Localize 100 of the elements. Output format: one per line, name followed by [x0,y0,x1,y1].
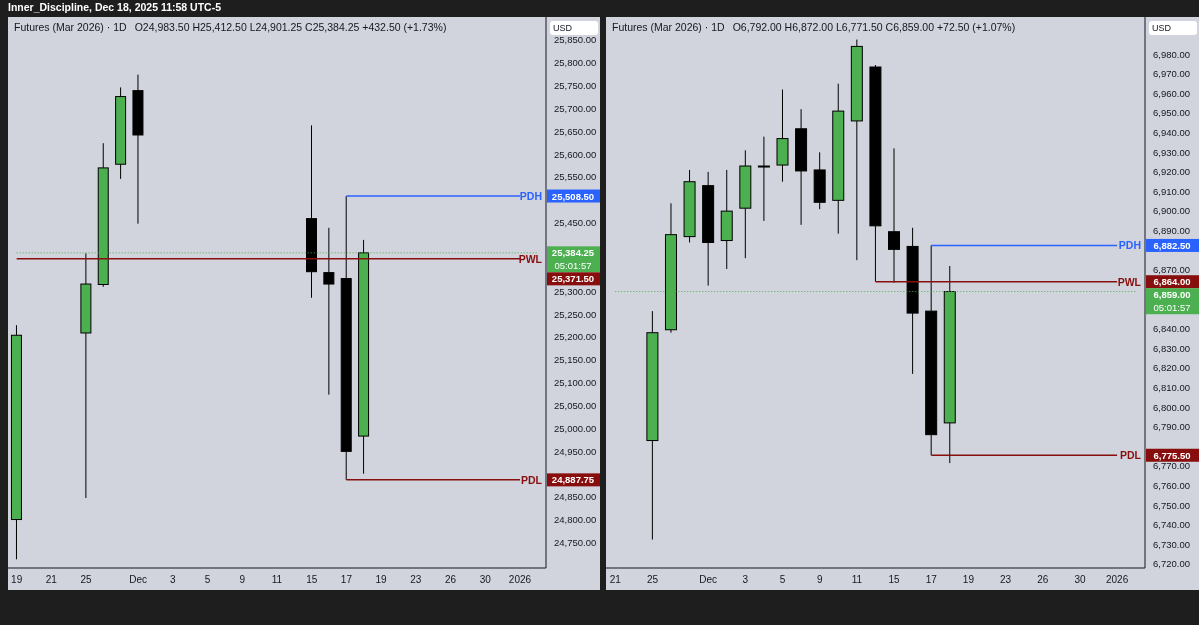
x-tick-label: 21 [609,574,622,586]
y-tick-label: 6,840.00 [1153,323,1190,335]
x-tick-label: 30 [1074,574,1086,586]
y-tick-label: 24,750.00 [554,537,597,549]
x-tick-label: 15 [888,574,901,586]
x-tick-label: 3 [170,574,177,586]
y-tick-label: 25,000.00 [554,422,597,434]
candlestick [132,74,144,225]
y-tick-label: 25,050.00 [554,400,597,412]
y-tick-label: 24,850.00 [554,491,597,503]
ref-line-label: PWL [1117,275,1142,288]
x-tick-label: 11 [271,574,283,586]
y-tick-label: 6,940.00 [1153,127,1190,139]
ref-line-label: PDL [521,473,543,486]
y-tick-label: 6,950.00 [1153,107,1190,119]
y-tick-label: 25,800.00 [554,57,597,69]
y-tick-label: 25,550.00 [554,171,597,183]
y-tick-label: 6,800.00 [1153,401,1190,413]
y-tick-label: 6,810.00 [1153,381,1190,393]
x-tick-label: 5 [204,574,211,586]
text: 25,371.50 [551,273,595,285]
candlestick [340,195,352,481]
x-tick-label: 26 [444,574,457,586]
candlestick [925,244,938,456]
text: 6,882.50 [1153,239,1191,251]
chart-title: Futures (Mar 2026) · 1D [14,21,127,33]
y-tick-label: 24,950.00 [554,445,597,457]
y-tick-label: 6,770.00 [1153,460,1190,472]
y-tick-label: 6,740.00 [1153,519,1190,531]
candlestick [702,171,715,287]
text: 25,508.50 [551,190,595,202]
x-tick-label: 25 [80,574,93,586]
y-tick-label: 25,850.00 [554,34,597,46]
x-tick-label: 2026 [1106,574,1129,586]
candlestick [306,124,317,299]
y-tick-label: 6,930.00 [1153,146,1190,158]
ref-line-label: PWL [518,252,543,265]
x-tick-label: Dec [129,574,148,586]
y-tick-label: 25,150.00 [554,354,597,366]
chart-subtitle: O6,792.00 H6,872.00 L6,771.50 C6,859.00 +72.50 (+1.07%) [732,21,1016,33]
y-tick-label: 25,650.00 [554,125,597,137]
candlestick [795,108,808,226]
y-tick-label: 6,830.00 [1153,342,1190,354]
text: 24,887.75 [551,474,595,486]
x-tick-label: 19 [375,574,388,586]
y-tick-label: 6,920.00 [1153,166,1190,178]
x-tick-label: 11 [851,574,863,586]
text: 6,864.00 [1153,276,1191,288]
x-tick-label: 21 [45,574,58,586]
x-tick-label: 17 [925,574,938,586]
text: 05:01:57 [554,260,592,272]
y-tick-label: 6,970.00 [1153,68,1190,80]
candlestick [832,83,845,235]
x-tick-label: 23 [410,574,422,586]
y-tick-label: 6,820.00 [1153,362,1190,374]
text: USD [550,21,598,35]
y-tick-label: 6,980.00 [1153,48,1190,60]
y-tick-label: 6,890.00 [1153,225,1190,237]
candlestick [10,324,22,560]
x-tick-label: 3 [742,574,749,586]
candlestick [757,136,770,222]
chart-subtitle: O24,983.50 H25,412.50 L24,901.25 C25,384.25 +432.50 (+1.73%) [134,21,447,33]
y-tick-label: 6,870.00 [1153,264,1190,276]
y-tick-label: 6,730.00 [1153,538,1190,550]
x-tick-label: 9 [816,574,823,586]
text: 25,384.25 [551,247,595,259]
y-tick-label: 6,900.00 [1153,205,1190,217]
candlestick [646,310,659,541]
x-tick-label: 25 [646,574,659,586]
x-tick-label: 17 [340,574,353,586]
y-tick-label: 25,300.00 [554,285,597,297]
candlestick [720,169,733,270]
x-tick-label: 26 [1037,574,1049,586]
ref-line-label: PDL [1120,449,1142,462]
x-tick-label: 19 [11,574,23,586]
candlestick [323,227,335,396]
ref-line-label: PDH [1118,239,1141,252]
ref-line-label: PDH [519,190,542,203]
y-tick-label: 25,450.00 [554,217,597,229]
text: USD [1149,21,1197,35]
text: Inner_Discipline, Dec 18, 2025 11:58 UTC-5 [8,1,222,13]
y-tick-label: 25,250.00 [554,308,597,320]
y-tick-label: 6,790.00 [1153,421,1190,433]
x-tick-label: 2026 [508,574,532,586]
candlestick [739,149,752,259]
candlestick [888,147,901,284]
text: 05:01:57 [1153,302,1191,314]
y-tick-label: 6,960.00 [1153,87,1190,99]
text: 6,775.50 [1153,449,1191,461]
x-tick-label: 15 [306,574,318,586]
y-tick-label: 25,200.00 [554,331,597,343]
x-tick-label: 5 [779,574,786,586]
y-tick-label: 25,700.00 [554,102,597,114]
candlestick [776,89,789,183]
candlestick [115,86,127,180]
y-tick-label: 25,750.00 [554,79,597,91]
x-tick-label: 30 [479,574,492,586]
y-tick-label: 6,910.00 [1153,185,1190,197]
x-tick-label: 9 [239,574,246,586]
x-tick-label: 23 [1000,574,1012,586]
